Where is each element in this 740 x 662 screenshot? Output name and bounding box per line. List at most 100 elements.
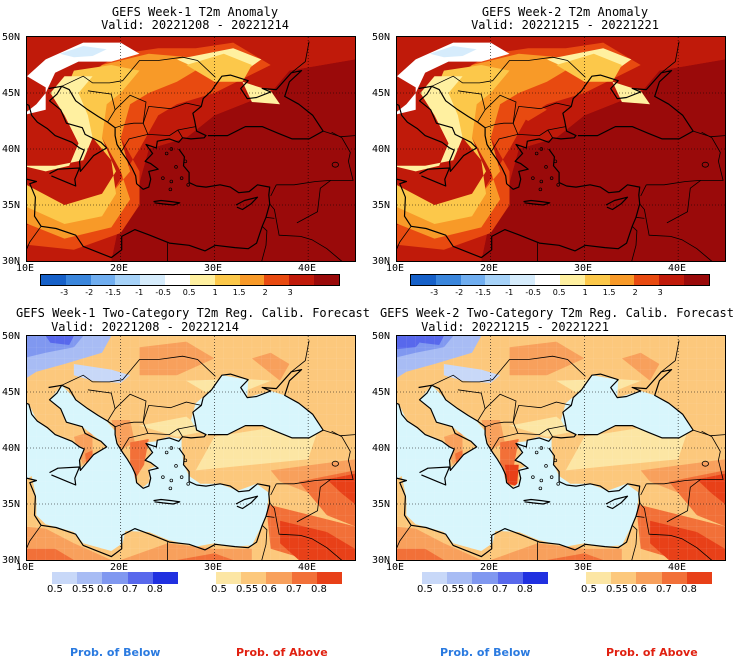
colorbar-label: 2 xyxy=(632,288,638,297)
colorbar-swatch xyxy=(460,275,486,285)
colorbar-swatch xyxy=(65,275,91,285)
colorbar-label: 1 xyxy=(212,288,218,297)
panel-title: GEFS Week-2 T2m Anomaly xyxy=(481,5,649,19)
panel-subtitle: Valid: 20221208 - 20221214 xyxy=(51,320,239,334)
latitude-label: 40N xyxy=(2,144,21,155)
colorbar-swatch xyxy=(152,572,179,584)
colorbar-swatch xyxy=(214,275,240,285)
colorbar-label: 0.55 xyxy=(72,584,95,595)
longitude-label: 30E xyxy=(204,263,223,274)
latitude-label: 50N xyxy=(372,32,391,43)
latitude-label: 35N xyxy=(372,200,391,211)
below-colorbar xyxy=(52,572,179,584)
colorbar-label: 1 xyxy=(582,288,588,297)
colorbar-label: 0.5 xyxy=(211,584,227,595)
latitude-label: 30N xyxy=(372,256,391,267)
colorbar-swatch xyxy=(77,572,103,584)
colorbar-swatch xyxy=(266,572,292,584)
latitude-label: 45N xyxy=(372,88,391,99)
colorbar-label: 0.6 xyxy=(97,584,113,595)
colorbar-label: 0.55 xyxy=(236,584,259,595)
colorbar-label: 3 xyxy=(287,288,293,297)
colorbar-label: 0.6 xyxy=(467,584,483,595)
panel-subtitle: Valid: 20221208 - 20221214 xyxy=(101,18,289,32)
colorbar-swatch xyxy=(535,275,560,285)
legend-below-text: Prob. of Below xyxy=(70,646,161,659)
colorbar-swatch xyxy=(115,275,141,285)
latitude-label: 35N xyxy=(372,499,391,510)
colorbar-label: 0.55 xyxy=(606,584,629,595)
probability-map xyxy=(396,335,726,561)
longitude-label: 20E xyxy=(480,263,499,274)
colorbar-swatch xyxy=(684,275,709,285)
colorbar-swatch xyxy=(636,572,662,584)
latitude-label: 45N xyxy=(2,387,21,398)
colorbar-swatch xyxy=(241,572,267,584)
panel-subtitle: Valid: 20221215 - 20221221 xyxy=(421,320,609,334)
colorbar-label: 0.7 xyxy=(122,584,138,595)
latitude-label: 30N xyxy=(372,555,391,566)
colorbar-swatch xyxy=(165,275,190,285)
longitude-label: 10E xyxy=(386,263,405,274)
latitude-label: 45N xyxy=(2,88,21,99)
longitude-label: 10E xyxy=(16,263,35,274)
colorbar-label: 1.5 xyxy=(602,288,616,297)
colorbar-label: 0.6 xyxy=(261,584,277,595)
legend-below-text: Prob. of Below xyxy=(440,646,531,659)
probability-map xyxy=(26,335,356,561)
longitude-label: 30E xyxy=(204,562,223,573)
colorbar-label: 0.5 xyxy=(47,584,63,595)
colorbar-label: -0.5 xyxy=(525,288,541,297)
latitude-label: 50N xyxy=(2,32,21,43)
colorbar-swatch xyxy=(314,275,339,285)
colorbar-swatch xyxy=(41,275,66,285)
panel-week2-anomaly: GEFS Week-2 T2m Anomaly Valid: 20221215 … xyxy=(370,0,740,300)
colorbar-label: -2 xyxy=(85,288,94,297)
colorbar-swatch xyxy=(435,275,461,285)
colorbar-swatch xyxy=(102,572,128,584)
panel-subtitle: Valid: 20221215 - 20221221 xyxy=(471,18,659,32)
colorbar-swatch xyxy=(586,572,612,584)
colorbar-label: 0.7 xyxy=(656,584,672,595)
colorbar-label: 0.8 xyxy=(147,584,163,595)
latitude-label: 35N xyxy=(2,499,21,510)
above-colorbar xyxy=(586,572,713,584)
colorbar-swatch xyxy=(584,275,610,285)
longitude-label: 20E xyxy=(110,562,129,573)
colorbar-swatch xyxy=(472,572,498,584)
colorbar-label: -0.5 xyxy=(155,288,171,297)
latitude-label: 45N xyxy=(372,387,391,398)
colorbar-swatch xyxy=(510,275,536,285)
colorbar-swatch xyxy=(522,572,549,584)
colorbar-swatch xyxy=(634,275,660,285)
anomaly-colorbar xyxy=(410,274,710,286)
colorbar-swatch xyxy=(609,275,635,285)
below-colorbar xyxy=(422,572,549,584)
latitude-label: 40N xyxy=(372,443,391,454)
latitude-label: 30N xyxy=(2,256,21,267)
colorbar-swatch xyxy=(611,572,637,584)
colorbar-label: 2 xyxy=(262,288,268,297)
colorbar-label: 0.5 xyxy=(182,288,196,297)
colorbar-swatch xyxy=(127,572,153,584)
colorbar-swatch xyxy=(447,572,473,584)
longitude-label: 30E xyxy=(574,562,593,573)
colorbar-label: -2 xyxy=(455,288,464,297)
panel-title: GEFS Week-1 T2m Anomaly xyxy=(111,5,279,19)
longitude-label: 10E xyxy=(386,562,405,573)
colorbar-label: 0.55 xyxy=(442,584,465,595)
latitude-label: 50N xyxy=(2,331,21,342)
legend-above-text: Prob. of Above xyxy=(606,646,698,659)
panel-title: GEFS Week-1 Two-Category T2m Reg. Calib.… xyxy=(15,306,370,320)
legend-above-text: Prob. of Above xyxy=(236,646,328,659)
longitude-label: 10E xyxy=(16,562,35,573)
panel-week1-anomaly: GEFS Week-1 T2m Anomaly Valid: 20221208 … xyxy=(0,0,370,300)
anomaly-colorbar xyxy=(40,274,340,286)
colorbar-swatch xyxy=(239,275,265,285)
colorbar-swatch xyxy=(90,275,116,285)
colorbar-label: 0.8 xyxy=(311,584,327,595)
colorbar-swatch xyxy=(52,572,78,584)
colorbar-swatch xyxy=(264,275,290,285)
colorbar-label: -1 xyxy=(135,288,144,297)
longitude-label: 30E xyxy=(574,263,593,274)
